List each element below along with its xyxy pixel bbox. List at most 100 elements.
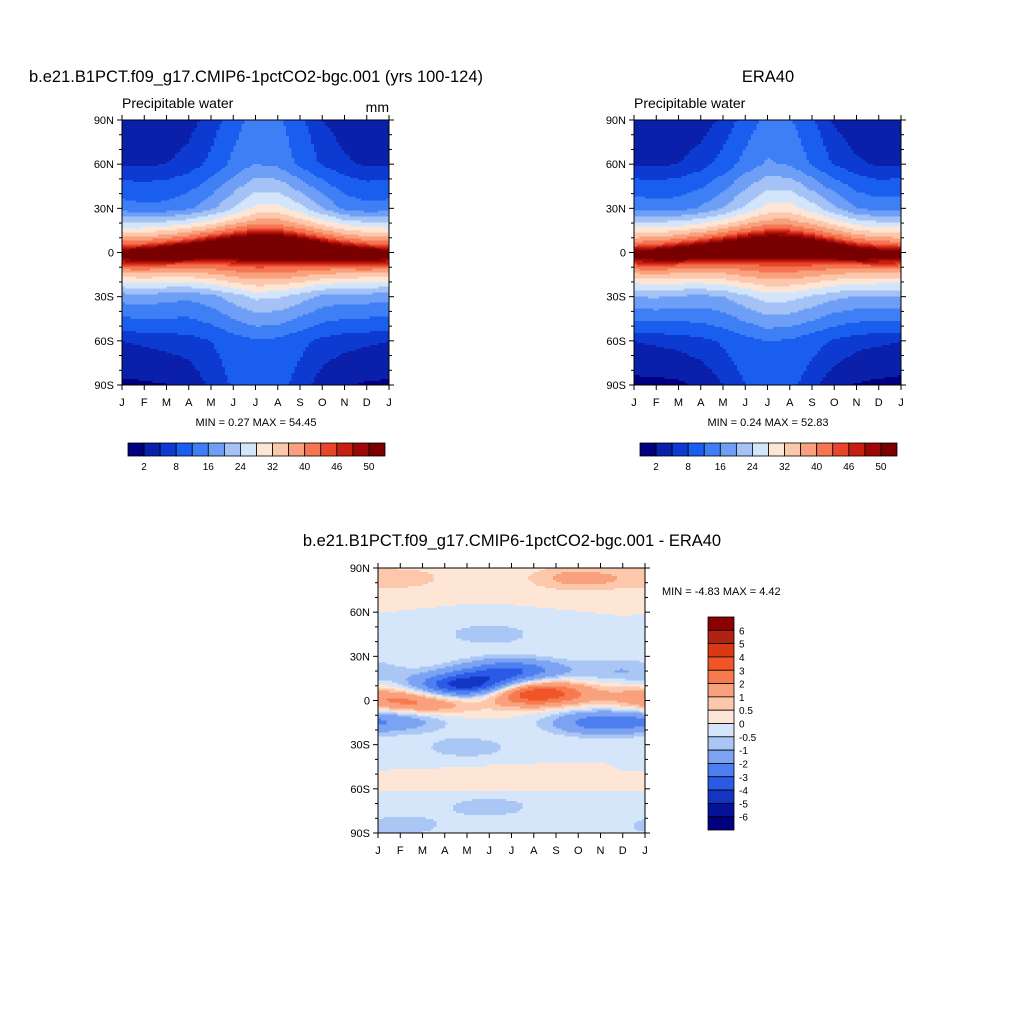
heatmap-cell (377, 136, 382, 139)
heatmap-cell (297, 134, 301, 137)
heatmap-cell (336, 136, 340, 139)
heatmap-cell (158, 130, 162, 133)
heatmap-cell (174, 140, 179, 143)
heatmap-cell (213, 156, 218, 159)
heatmap-cell (211, 146, 215, 149)
heatmap-cell (236, 150, 240, 153)
heatmap-cell (230, 122, 234, 125)
heatmap-cell (325, 154, 329, 157)
heatmap-cell (286, 158, 290, 161)
heatmap-cell (138, 142, 143, 145)
heatmap-cell (358, 156, 362, 159)
heatmap-cell (177, 154, 182, 157)
heatmap-cell (222, 142, 226, 145)
heatmap-cell (380, 148, 385, 151)
heatmap-cell (166, 146, 170, 149)
heatmap-cell (197, 142, 201, 145)
heatmap-cell (255, 122, 259, 125)
heatmap-cell (227, 130, 232, 133)
heatmap-cell (283, 162, 287, 165)
heatmap-cell (352, 126, 357, 129)
heatmap-cell (252, 120, 257, 123)
heatmap-cell (252, 130, 257, 133)
heatmap-cell (141, 126, 145, 129)
heatmap-cell (216, 162, 220, 165)
heatmap-cell (355, 142, 360, 145)
heatmap-cell (247, 122, 251, 125)
heatmap-cell (266, 160, 271, 163)
heatmap-cell (224, 122, 229, 125)
heatmap-cell (338, 124, 343, 127)
heatmap-cell (338, 152, 343, 155)
heatmap-cell (377, 152, 382, 155)
heatmap-cell (122, 158, 126, 161)
heatmap-cell (255, 152, 259, 155)
heatmap-cell (224, 134, 229, 137)
heatmap-cell (138, 134, 143, 137)
heatmap-cell (383, 122, 387, 125)
heatmap-cell (174, 130, 179, 133)
heatmap-cell (166, 154, 170, 157)
heatmap-cell (358, 144, 362, 147)
heatmap-cell (358, 130, 362, 133)
heatmap-cell (352, 140, 357, 143)
heatmap-cell (341, 160, 346, 163)
heatmap-cell (160, 150, 165, 153)
heatmap-cell (241, 152, 245, 155)
heatmap-cell (169, 164, 173, 167)
heatmap-cell (224, 126, 229, 129)
heatmap-cell (135, 164, 140, 167)
heatmap-cell (227, 134, 232, 137)
heatmap-cell (327, 154, 332, 157)
heatmap-cell (169, 146, 173, 149)
heatmap-cell (169, 126, 173, 129)
heatmap-cell (338, 146, 343, 149)
heatmap-cell (224, 130, 229, 133)
heatmap-cell (163, 138, 168, 141)
heatmap-cell (269, 126, 273, 129)
heatmap-cell (211, 126, 215, 129)
heatmap-cell (199, 138, 204, 141)
heatmap-cell (174, 158, 179, 161)
heatmap-cell (352, 154, 357, 157)
heatmap-cell (122, 128, 126, 131)
heatmap-cell (255, 164, 259, 167)
heatmap-cell (277, 124, 282, 127)
heatmap-cell (188, 136, 193, 139)
heatmap-cell (135, 162, 140, 165)
heatmap-cell (211, 128, 215, 131)
heatmap-cell (316, 160, 321, 163)
heatmap-cell (191, 150, 195, 153)
heatmap-cell (227, 136, 232, 139)
heatmap-cell (333, 140, 337, 143)
heatmap-cell (308, 148, 312, 151)
heatmap-cell (347, 166, 351, 169)
heatmap-cell (375, 130, 379, 133)
heatmap-cell (302, 146, 307, 149)
heatmap-cell (160, 166, 165, 169)
heatmap-cell (213, 146, 218, 149)
heatmap-cell (302, 128, 307, 131)
heatmap-cell (344, 134, 348, 137)
heatmap-cell (363, 150, 368, 153)
heatmap-cell (308, 158, 312, 161)
heatmap-cell (355, 128, 360, 131)
heatmap-cell (366, 156, 371, 159)
heatmap-cell (155, 128, 159, 131)
heatmap-cell (350, 152, 354, 155)
heatmap-cell (122, 122, 126, 125)
heatmap-cell (227, 124, 232, 127)
heatmap-cell (194, 148, 198, 151)
heatmap-cell (247, 146, 251, 149)
heatmap-cell (252, 144, 257, 147)
heatmap-cell (160, 142, 165, 145)
heatmap-cell (238, 144, 243, 147)
heatmap-cell (180, 120, 184, 123)
heatmap-cell (124, 162, 129, 165)
heatmap-cell (216, 132, 220, 135)
heatmap-cell (369, 130, 373, 133)
heatmap-cell (169, 124, 173, 127)
heatmap-cell (188, 124, 193, 127)
heatmap-cell (224, 162, 229, 165)
heatmap-cell (302, 120, 307, 123)
